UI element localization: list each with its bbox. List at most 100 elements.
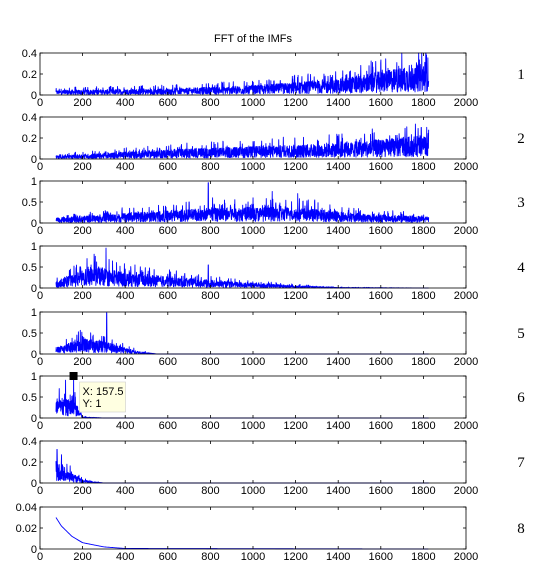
y-tick-label: 0	[31, 544, 37, 556]
datatip-box	[79, 381, 126, 413]
panel-7: 0 200 400 600 800 1000 1200 1400 1600 1800 2000 0 0.…	[22, 436, 526, 497]
y-tick-label: 0	[31, 90, 37, 102]
x-tick-label: 1800	[411, 161, 435, 173]
x-tick-label: 1200	[283, 290, 307, 302]
x-tick-label: 2000	[454, 420, 478, 432]
x-tick-label: 800	[201, 356, 219, 368]
x-tick-label: 200	[73, 225, 91, 237]
x-tick-label: 1800	[411, 356, 435, 368]
x-tick-label: 200	[73, 420, 91, 432]
x-tick-label: 1800	[411, 551, 435, 563]
y-tick-label: 0.5	[22, 328, 37, 340]
y-tick-label: 0.5	[22, 197, 37, 209]
panel-number: 5	[517, 326, 525, 342]
y-tick-label: 0	[31, 218, 37, 230]
x-tick-label: 400	[116, 356, 134, 368]
signal-line	[55, 52, 430, 95]
x-tick-label: 800	[201, 290, 219, 302]
x-tick-label: 800	[201, 551, 219, 563]
x-tick-label: 1400	[326, 225, 350, 237]
x-tick-label: 0	[37, 161, 43, 173]
x-tick-label: 1800	[411, 485, 435, 497]
x-tick-label: 0	[37, 225, 43, 237]
x-tick-label: 0	[37, 97, 43, 109]
x-tick-label: 0	[37, 485, 43, 497]
x-tick-label: 0	[37, 420, 43, 432]
x-tick-label: 400	[116, 551, 134, 563]
y-tick-label: 1	[31, 176, 37, 188]
axes-box	[39, 311, 467, 355]
x-tick-label: 1400	[326, 290, 350, 302]
x-tick-label: 1600	[369, 225, 393, 237]
x-tick-label: 1600	[369, 97, 393, 109]
x-tick-label: 1200	[283, 420, 307, 432]
panel-5: 0 200 400 600 800 1000 1200 1400 1600 1800 2000 0 0.…	[22, 307, 525, 368]
x-tick-label: 600	[159, 161, 177, 173]
signal-line	[55, 123, 430, 160]
x-tick-label: 1000	[241, 551, 265, 563]
x-tick-label: 1600	[369, 290, 393, 302]
panel-number: 6	[517, 390, 525, 406]
x-tick-label: 1000	[241, 420, 265, 432]
y-tick-label: 1	[31, 371, 37, 383]
x-tick-label: 800	[201, 97, 219, 109]
x-tick-label: 1800	[411, 225, 435, 237]
x-tick-label: 800	[201, 225, 219, 237]
y-tick-label: 0	[31, 478, 37, 490]
x-tick-label: 1600	[369, 161, 393, 173]
x-tick-label: 600	[159, 485, 177, 497]
y-tick-label: 0.02	[16, 523, 37, 535]
x-tick-label: 1400	[326, 420, 350, 432]
datatip[interactable]: X: 157.5Y: 1	[69, 372, 126, 413]
x-tick-label: 1000	[241, 161, 265, 173]
panel-number: 3	[517, 195, 525, 211]
axes-box	[39, 440, 467, 484]
x-tick-label: 0	[37, 356, 43, 368]
panel-number: 7	[517, 455, 525, 471]
x-tick-label: 600	[159, 356, 177, 368]
x-tick-label: 0	[37, 551, 43, 563]
x-tick-label: 400	[116, 290, 134, 302]
x-tick-label: 1000	[241, 485, 265, 497]
x-tick-label: 600	[159, 97, 177, 109]
x-tick-label: 1400	[326, 97, 350, 109]
y-tick-label: 0	[31, 349, 37, 361]
x-tick-label: 600	[159, 551, 177, 563]
x-tick-label: 1800	[411, 97, 435, 109]
x-tick-label: 1600	[369, 551, 393, 563]
panel-3: 0 200 400 600 800 1000 1200 1400 1600 1800 2000 0 0.…	[22, 176, 525, 237]
panel-2: 0 200 400 600 800 1000 1200 1400 1600 1800 2000 0 0.…	[22, 112, 525, 173]
datatip-marker[interactable]	[69, 372, 78, 380]
x-tick-label: 2000	[454, 356, 478, 368]
x-tick-label: 1200	[283, 485, 307, 497]
y-tick-label: 0	[31, 413, 37, 425]
x-tick-label: 0	[37, 290, 43, 302]
panel-number: 8	[517, 521, 525, 537]
y-tick-label: 0.5	[22, 262, 37, 274]
x-tick-label: 400	[116, 97, 134, 109]
x-tick-label: 2000	[454, 485, 478, 497]
x-tick-label: 1600	[369, 485, 393, 497]
y-tick-label: 0.2	[22, 133, 37, 145]
y-tick-label: 0.4	[22, 436, 37, 448]
figure-title: FFT of the IMFs	[214, 33, 293, 45]
panels-group: 0 200 400 600 800 1000 1200 1400 1600 1800 200000.…	[16, 48, 526, 563]
x-tick-label: 1200	[283, 161, 307, 173]
x-tick-label: 200	[73, 551, 91, 563]
x-tick-label: 1800	[411, 420, 435, 432]
x-tick-label: 1400	[326, 485, 350, 497]
y-tick-label: 0.2	[22, 457, 37, 469]
x-tick-label: 800	[201, 420, 219, 432]
x-tick-label: 1600	[369, 420, 393, 432]
x-tick-label: 200	[73, 97, 91, 109]
panel-number: 1	[517, 67, 525, 83]
y-tick-label: 0.04	[16, 502, 37, 514]
panel-4: 0 200 400 600 800 1000 1200 1400 1600 1800 2000 0 0.…	[22, 241, 526, 302]
x-tick-label: 200	[73, 290, 91, 302]
x-tick-label: 2000	[454, 161, 478, 173]
x-tick-label: 600	[159, 420, 177, 432]
panel-6: 0 200 400 600 800 1000 1200 1400 1600 1800 2000 0 0.…	[22, 371, 526, 432]
x-tick-label: 1200	[283, 225, 307, 237]
y-tick-label: 0.4	[22, 112, 37, 124]
